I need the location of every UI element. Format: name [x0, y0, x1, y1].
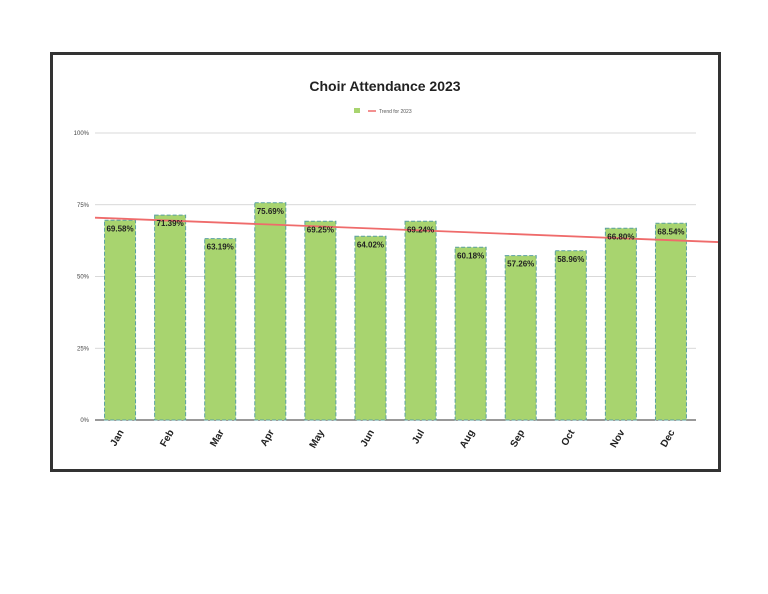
x-tick-label: Aug [458, 428, 477, 450]
data-label: 58.96% [557, 255, 584, 264]
bar-mar [204, 238, 237, 421]
legend-bar-swatch [354, 108, 360, 113]
chart-svg: Choir Attendance 2023 Trend for 2023 0% 2… [74, 78, 718, 451]
bar-sep [504, 255, 537, 421]
bar-nov [604, 227, 637, 421]
x-tick-label: Jun [359, 428, 377, 449]
bar-jun [354, 235, 387, 421]
x-tick-label: Jan [108, 428, 126, 448]
bar-may [304, 220, 337, 421]
x-tick-label: Feb [158, 428, 176, 449]
chart-frame: Choir Attendance 2023 Trend for 2023 0% 2… [50, 52, 721, 472]
data-label: 68.54% [657, 227, 684, 236]
bar-oct [554, 250, 587, 421]
y-tick-label: 25% [77, 346, 90, 352]
x-tick-label: Jul [410, 428, 427, 446]
x-tick-label: Nov [608, 428, 627, 450]
y-tick-label: 75% [77, 203, 90, 209]
y-tick-label: 100% [74, 131, 90, 137]
data-label: 69.24% [407, 225, 434, 234]
bar-jul [404, 220, 437, 421]
data-label: 57.26% [507, 260, 534, 269]
legend-trend-label: Trend for 2023 [379, 109, 412, 115]
x-tick-label: Oct [560, 427, 578, 448]
y-tick-label: 50% [77, 275, 90, 281]
y-tick-label: 0% [80, 418, 89, 424]
data-label: 63.19% [207, 243, 234, 252]
trend-line [94, 216, 718, 243]
data-label: 66.80% [607, 232, 634, 241]
data-label: 64.02% [357, 240, 384, 249]
x-tick-label: Sep [509, 428, 528, 449]
x-tick-label: Mar [208, 428, 226, 449]
bar-jan [104, 219, 137, 421]
bar-feb [154, 214, 187, 421]
legend: Trend for 2023 [354, 108, 412, 115]
x-tick-label: Apr [259, 428, 277, 449]
data-label: 75.69% [257, 207, 284, 216]
bar-dec [654, 222, 687, 421]
data-label: 71.39% [157, 219, 184, 228]
data-label: 69.58% [106, 224, 133, 233]
data-label: 69.25% [307, 225, 334, 234]
data-label: 60.18% [457, 251, 484, 260]
bar-aug [454, 246, 487, 421]
x-tick-label: May [308, 428, 327, 451]
x-tick-label: Dec [659, 428, 678, 450]
bar-apr [254, 202, 287, 421]
chart-title: Choir Attendance 2023 [309, 78, 460, 94]
